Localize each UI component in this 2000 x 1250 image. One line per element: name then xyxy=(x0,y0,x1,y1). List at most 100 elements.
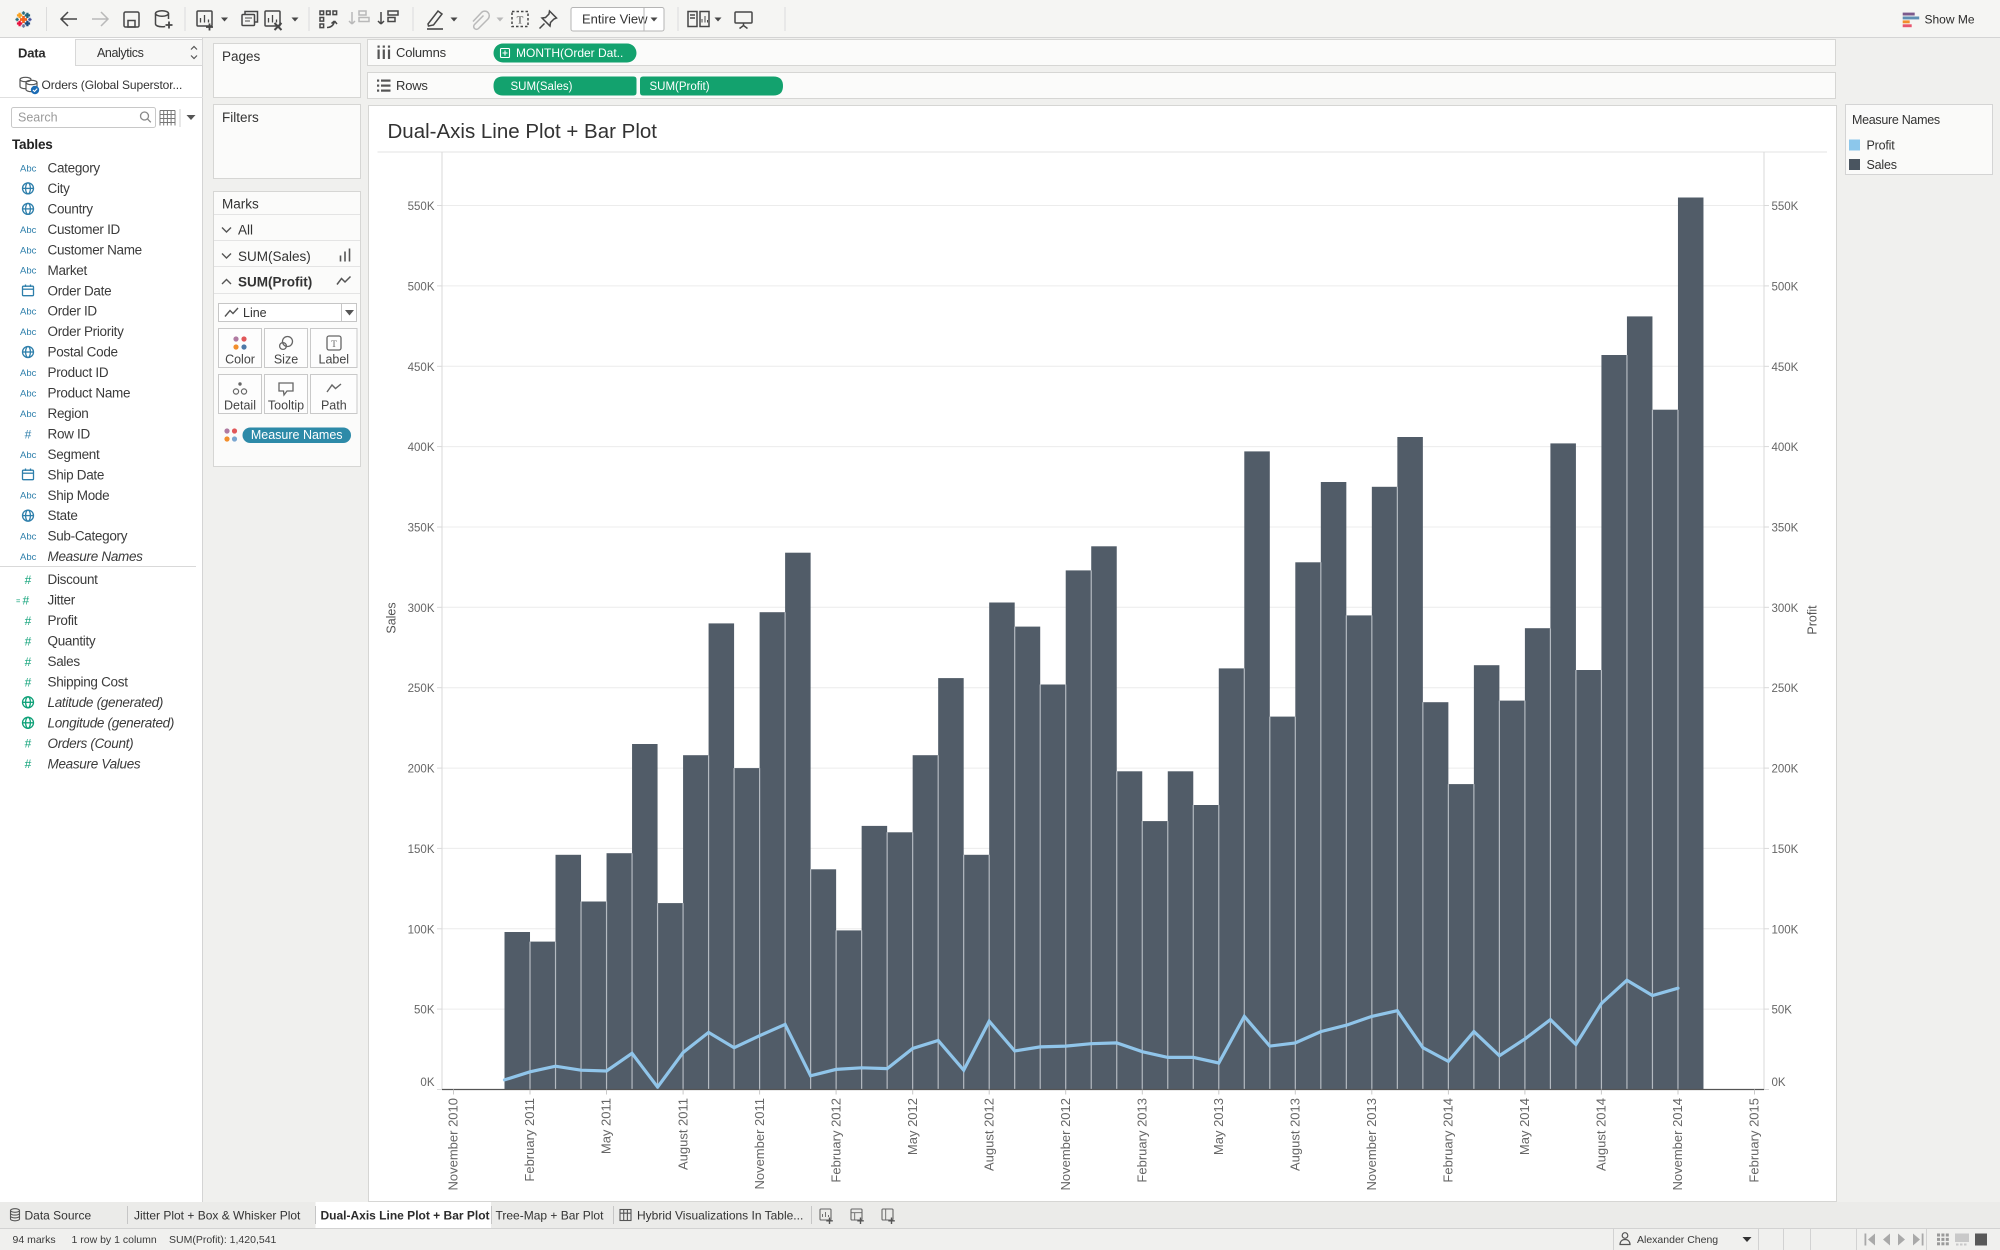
svg-text:200K: 200K xyxy=(407,764,434,776)
svg-text:350K: 350K xyxy=(1771,523,1798,535)
svg-text:Size: Size xyxy=(274,353,298,367)
svg-text:550K: 550K xyxy=(407,201,434,213)
svg-text:Dual-Axis Line Plot + Bar Plot: Dual-Axis Line Plot + Bar Plot xyxy=(387,120,657,143)
svg-text:November 2013: November 2013 xyxy=(1364,1098,1379,1191)
svg-text:50K: 50K xyxy=(1771,1005,1792,1017)
svg-text:550K: 550K xyxy=(1771,201,1798,213)
svg-text:Abc: Abc xyxy=(20,266,37,277)
svg-text:Sub-Category: Sub-Category xyxy=(48,529,128,544)
svg-text:450K: 450K xyxy=(407,362,434,374)
svg-text:Abc: Abc xyxy=(20,388,37,399)
svg-text:Row ID: Row ID xyxy=(48,426,91,441)
svg-text:Sales: Sales xyxy=(48,654,81,669)
svg-text:Abc: Abc xyxy=(20,552,37,563)
svg-text:Jitter Plot + Box & Whisker Pl: Jitter Plot + Box & Whisker Plot xyxy=(134,1209,301,1223)
svg-text:Abc: Abc xyxy=(20,225,37,236)
svg-text:SUM(Sales): SUM(Sales) xyxy=(511,81,573,93)
svg-text:Pages: Pages xyxy=(222,49,261,64)
svg-text:Profit: Profit xyxy=(1805,605,1819,635)
svg-text:#: # xyxy=(25,675,32,689)
svg-text:Path: Path xyxy=(321,399,347,413)
svg-text:May 2013: May 2013 xyxy=(1211,1098,1226,1155)
svg-text:Profit: Profit xyxy=(48,613,78,628)
svg-text:Data: Data xyxy=(18,46,46,61)
svg-text:Sales: Sales xyxy=(1867,158,1897,172)
svg-text:94 marks: 94 marks xyxy=(13,1234,56,1246)
svg-text:Abc: Abc xyxy=(20,307,37,318)
svg-text:Orders (Count): Orders (Count) xyxy=(48,736,134,751)
svg-text:Postal Code: Postal Code xyxy=(48,345,118,360)
svg-text:300K: 300K xyxy=(407,603,434,615)
svg-text:Customer ID: Customer ID xyxy=(48,222,121,237)
svg-text:May 2011: May 2011 xyxy=(598,1098,613,1154)
svg-text:August 2013: August 2013 xyxy=(1287,1098,1302,1171)
svg-text:T: T xyxy=(517,15,524,27)
svg-text:November 2012: November 2012 xyxy=(1057,1098,1072,1191)
svg-text:Tree-Map + Bar Plot: Tree-Map + Bar Plot xyxy=(496,1209,605,1223)
svg-text:All: All xyxy=(238,223,253,238)
svg-text:Country: Country xyxy=(48,202,94,217)
svg-text:1 row by 1 column: 1 row by 1 column xyxy=(72,1234,157,1246)
svg-text:February 2014: February 2014 xyxy=(1440,1098,1455,1183)
svg-text:MONTH(Order Dat..: MONTH(Order Dat.. xyxy=(516,46,623,60)
svg-text:Ship Date: Ship Date xyxy=(48,467,105,482)
svg-text:February 2015: February 2015 xyxy=(1746,1098,1761,1183)
svg-text:Product ID: Product ID xyxy=(48,365,109,380)
svg-text:Hybrid Visualizations In Table: Hybrid Visualizations In Table... xyxy=(637,1209,803,1223)
svg-text:500K: 500K xyxy=(407,281,434,293)
svg-text:Dual-Axis Line Plot + Bar Plot: Dual-Axis Line Plot + Bar Plot xyxy=(321,1209,490,1223)
svg-text:Profit: Profit xyxy=(1867,139,1896,153)
svg-text:SUM(Profit): SUM(Profit) xyxy=(650,81,710,93)
svg-text:Order ID: Order ID xyxy=(48,304,98,319)
svg-text:November 2014: November 2014 xyxy=(1670,1098,1685,1191)
svg-text:Rows: Rows xyxy=(396,78,428,93)
svg-text:Analytics: Analytics xyxy=(97,46,144,60)
svg-text:Abc: Abc xyxy=(20,532,37,543)
svg-text:500K: 500K xyxy=(1771,281,1798,293)
svg-text:Measure Names: Measure Names xyxy=(48,549,144,564)
svg-text:Filters: Filters xyxy=(222,110,259,125)
svg-text:Discount: Discount xyxy=(48,572,99,587)
svg-text:Order Priority: Order Priority xyxy=(48,324,125,339)
svg-text:SUM(Profit): SUM(Profit) xyxy=(238,275,312,290)
svg-text:Measure Values: Measure Values xyxy=(48,756,141,771)
svg-text:SUM(Sales): SUM(Sales) xyxy=(238,249,311,264)
svg-text:Line: Line xyxy=(243,306,267,320)
svg-text:November 2011: November 2011 xyxy=(751,1098,766,1190)
svg-text:#: # xyxy=(25,635,32,649)
svg-text:Marks: Marks xyxy=(222,197,259,212)
svg-text:Order Date: Order Date xyxy=(48,283,112,298)
svg-text:State: State xyxy=(48,508,78,523)
svg-text:#: # xyxy=(25,737,32,751)
svg-text:City: City xyxy=(48,181,71,196)
svg-text:Search: Search xyxy=(18,111,58,125)
svg-text:Product Name: Product Name xyxy=(48,386,131,401)
svg-text:August 2012: August 2012 xyxy=(981,1098,996,1171)
svg-text:250K: 250K xyxy=(407,683,434,695)
svg-text:Columns: Columns xyxy=(396,45,447,60)
svg-text:200K: 200K xyxy=(1771,764,1798,776)
svg-text:Customer Name: Customer Name xyxy=(48,242,142,257)
svg-text:150K: 150K xyxy=(1771,844,1798,856)
svg-text:Tables: Tables xyxy=(12,137,53,152)
svg-text:300K: 300K xyxy=(1771,603,1798,615)
svg-text:Measure Names: Measure Names xyxy=(1852,113,1940,127)
svg-text:Shipping Cost: Shipping Cost xyxy=(48,675,129,690)
svg-text:#: # xyxy=(25,614,32,628)
svg-text:400K: 400K xyxy=(407,442,434,454)
svg-text:Category: Category xyxy=(48,161,101,176)
svg-text:Measure Names: Measure Names xyxy=(251,428,343,442)
svg-text:0K: 0K xyxy=(1771,1077,1785,1089)
svg-text:February 2012: February 2012 xyxy=(828,1098,843,1183)
svg-text:50K: 50K xyxy=(414,1005,435,1017)
svg-text:May 2012: May 2012 xyxy=(904,1098,919,1155)
svg-text:Abc: Abc xyxy=(20,368,37,379)
svg-text:Quantity: Quantity xyxy=(48,634,96,649)
svg-text:Show Me: Show Me xyxy=(1925,13,1975,27)
svg-text:Entire View: Entire View xyxy=(582,12,648,27)
svg-text:Alexander Cheng: Alexander Cheng xyxy=(1637,1234,1718,1246)
svg-text:May 2014: May 2014 xyxy=(1517,1098,1532,1155)
svg-text:Jitter: Jitter xyxy=(48,593,76,608)
svg-text:Detail: Detail xyxy=(224,399,256,413)
svg-text:100K: 100K xyxy=(407,924,434,936)
